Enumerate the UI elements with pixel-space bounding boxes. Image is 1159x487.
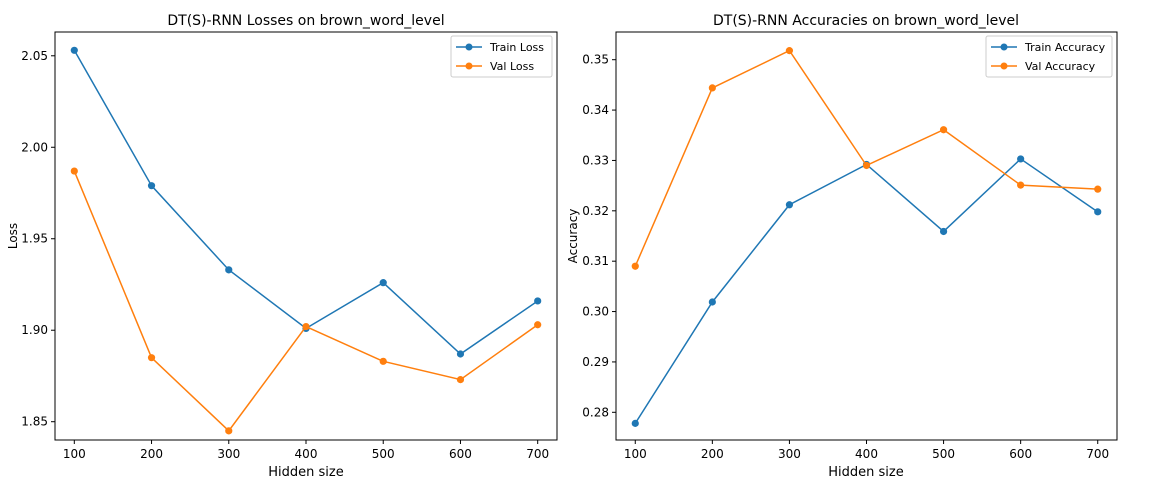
- data-point-val-accuracy: [1017, 181, 1025, 189]
- legend-label-val-accuracy: Val Accuracy: [1025, 60, 1096, 73]
- series-line-train-accuracy: [634, 157, 1099, 424]
- accuracy-x-tick-label: 100: [624, 447, 647, 461]
- accuracy-legend: Train Accuracy Val Accuracy: [985, 35, 1113, 78]
- loss-y-tick-label: 1.90: [21, 323, 48, 337]
- accuracy-y-tick-label: 0.32: [582, 204, 609, 218]
- loss-y-tick-label: 1.85: [21, 415, 48, 429]
- accuracy-x-axis-label: Hidden size: [828, 465, 903, 480]
- accuracy-y-tick-label: 0.28: [582, 405, 609, 419]
- loss-series: [70, 46, 542, 435]
- legend-marker-val-accuracy: [1000, 62, 1008, 70]
- data-point-val-loss: [70, 167, 78, 175]
- data-point-val-loss: [534, 321, 542, 329]
- data-point-train-loss: [147, 182, 156, 190]
- data-point-val-loss: [302, 322, 310, 331]
- data-point-train-accuracy: [939, 227, 948, 236]
- legend-label-val-loss: Val Loss: [490, 60, 534, 73]
- loss-chart: DT(S)-RNN Losses on brown_word_level 100…: [6, 13, 558, 480]
- accuracy-y-ticks: 0.28 0.29 0.30 0.31 0.32 0.33 0.34 0.35: [582, 53, 616, 419]
- data-point-val-accuracy: [708, 84, 716, 92]
- loss-y-tick-label: 1.95: [21, 232, 48, 246]
- accuracy-plot-area: [615, 31, 1118, 441]
- data-point-val-loss: [379, 357, 387, 365]
- legend-marker-train-loss: [465, 43, 473, 51]
- accuracy-y-tick-label: 0.31: [582, 254, 609, 268]
- loss-x-tick-label: 200: [140, 447, 163, 461]
- series-line-val-loss: [73, 170, 539, 432]
- loss-x-tick-label: 700: [526, 447, 549, 461]
- data-point-train-accuracy: [631, 419, 639, 427]
- data-point-val-loss: [147, 354, 156, 362]
- data-point-val-accuracy: [862, 161, 871, 170]
- loss-chart-title: DT(S)-RNN Losses on brown_word_level: [167, 13, 444, 29]
- loss-x-tick-label: 600: [449, 447, 472, 461]
- loss-y-axis-label: Loss: [6, 223, 20, 249]
- accuracy-x-tick-label: 500: [932, 447, 955, 461]
- data-point-val-accuracy: [785, 47, 794, 55]
- accuracy-y-axis-label: Accuracy: [566, 209, 580, 264]
- accuracy-x-tick-label: 200: [701, 447, 724, 461]
- legend-label-train-loss: Train Loss: [489, 41, 544, 54]
- data-point-train-loss: [379, 279, 387, 287]
- series-line-val-accuracy: [634, 49, 1098, 267]
- data-point-val-loss: [456, 376, 465, 384]
- loss-y-tick-label: 2.05: [21, 49, 48, 63]
- accuracy-x-tick-label: 700: [1086, 447, 1109, 461]
- loss-y-tick-label: 2.00: [21, 140, 48, 154]
- data-point-train-loss: [70, 46, 78, 54]
- data-point-val-loss: [225, 427, 233, 435]
- loss-x-tick-label: 100: [63, 447, 86, 461]
- loss-x-tick-label: 300: [217, 447, 240, 461]
- loss-plot-area: [54, 31, 558, 441]
- loss-x-tick-label: 400: [295, 447, 318, 461]
- accuracy-y-tick-label: 0.34: [582, 103, 609, 117]
- loss-legend: Train Loss Val Loss: [450, 35, 553, 78]
- accuracy-y-tick-label: 0.30: [582, 305, 609, 319]
- accuracy-series: [631, 47, 1102, 427]
- accuracy-x-ticks: 100 200 300 400 500 600 700: [624, 440, 1109, 461]
- data-point-train-accuracy: [1094, 208, 1102, 216]
- accuracy-x-tick-label: 300: [778, 447, 801, 461]
- loss-x-axis-label: Hidden size: [268, 465, 343, 480]
- data-point-val-accuracy: [1094, 185, 1102, 193]
- data-point-train-accuracy: [785, 201, 794, 209]
- data-point-val-accuracy: [631, 262, 639, 270]
- legend-marker-val-loss: [465, 62, 473, 70]
- accuracy-x-tick-label: 600: [1009, 447, 1032, 461]
- accuracy-y-tick-label: 0.29: [582, 355, 609, 369]
- legend-marker-train-accuracy: [1000, 43, 1008, 51]
- accuracy-y-tick-label: 0.33: [582, 153, 609, 167]
- data-point-train-loss: [534, 297, 542, 305]
- loss-x-tick-label: 500: [372, 447, 395, 461]
- accuracy-y-tick-label: 0.35: [582, 53, 609, 67]
- accuracy-legend-box: [985, 35, 1113, 78]
- accuracy-x-tick-label: 400: [855, 447, 878, 461]
- series-line-train-loss: [73, 49, 539, 355]
- data-point-train-accuracy: [708, 298, 716, 306]
- data-point-train-loss: [225, 266, 233, 274]
- data-point-train-accuracy: [1017, 155, 1025, 163]
- accuracy-chart-title: DT(S)-RNN Accuracies on brown_word_level: [713, 13, 1019, 29]
- loss-x-ticks: 100 200 300 400 500 600 700: [63, 440, 549, 461]
- data-point-val-accuracy: [939, 126, 948, 134]
- accuracy-chart: DT(S)-RNN Accuracies on brown_word_level…: [566, 13, 1118, 480]
- legend-label-train-accuracy: Train Accuracy: [1024, 41, 1106, 54]
- loss-y-ticks: 1.85 1.90 1.95 2.00 2.05: [21, 49, 55, 429]
- data-point-train-loss: [456, 350, 465, 358]
